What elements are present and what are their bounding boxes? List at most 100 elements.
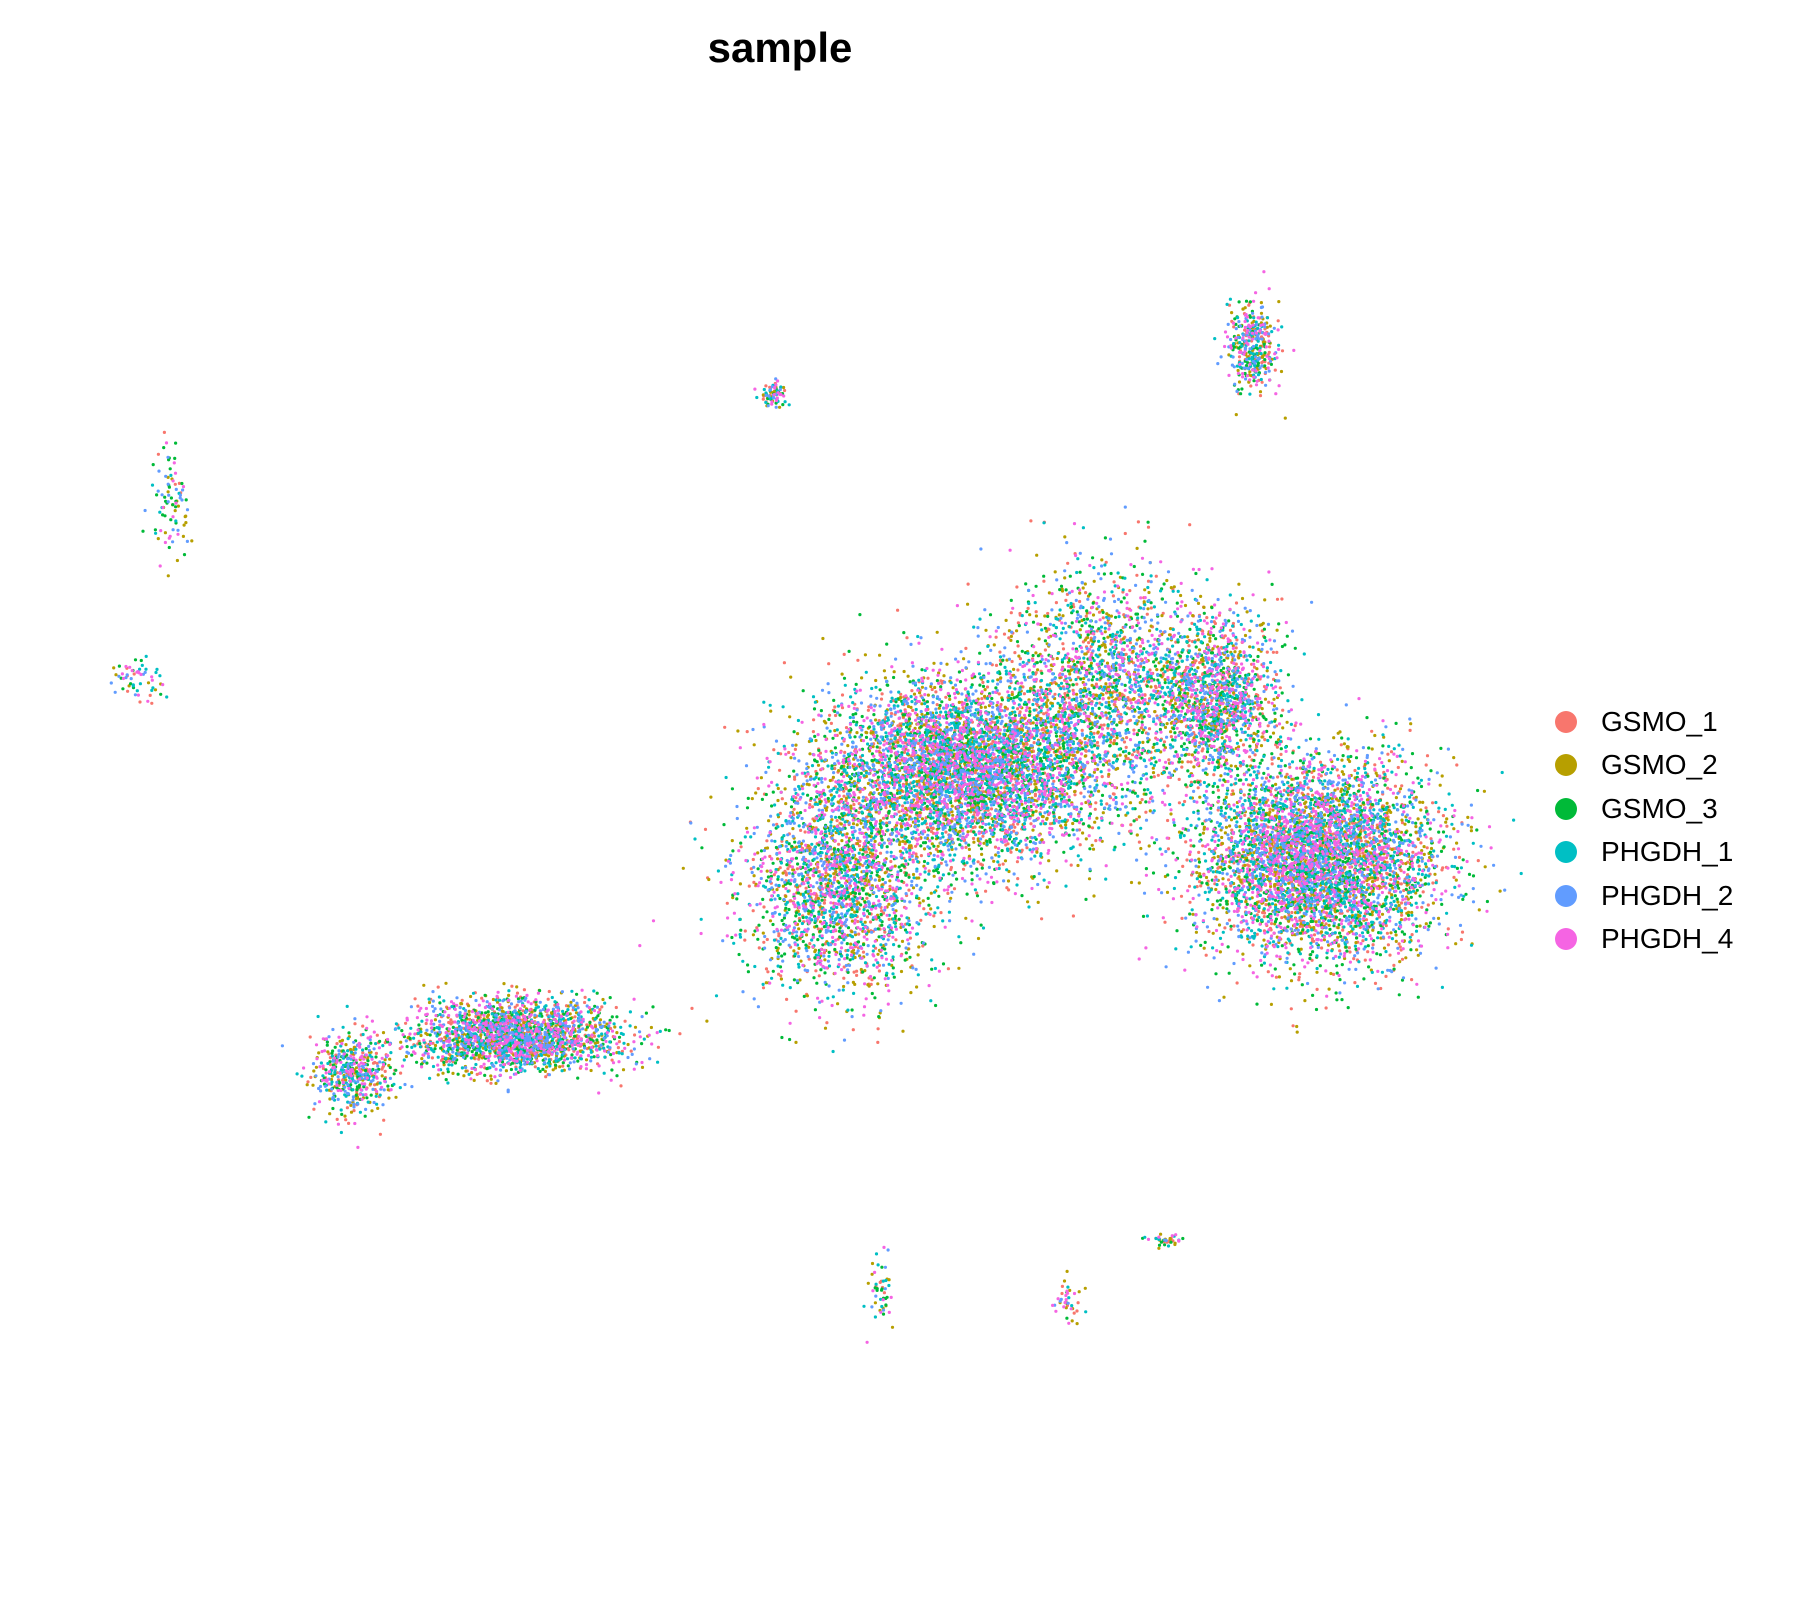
data-point: [1071, 914, 1075, 918]
data-point: [882, 669, 887, 673]
data-point: [1198, 661, 1202, 665]
data-point: [946, 891, 950, 896]
data-point: [1324, 911, 1329, 915]
data-point: [1295, 1024, 1299, 1029]
data-point: [1186, 760, 1190, 764]
data-point: [1179, 593, 1183, 598]
data-point: [833, 705, 837, 709]
data-point: [1078, 843, 1082, 847]
data-point: [1139, 726, 1143, 730]
data-point: [1168, 627, 1173, 631]
data-point: [1290, 910, 1294, 915]
data-point: [1087, 641, 1091, 645]
data-point: [1105, 802, 1109, 806]
data-point: [1016, 621, 1021, 625]
data-point: [1101, 811, 1105, 815]
data-point: [1095, 629, 1099, 633]
data-point: [1255, 913, 1259, 917]
data-point: [1114, 697, 1118, 701]
data-point: [1191, 912, 1195, 916]
data-point: [1271, 650, 1275, 654]
data-point: [510, 984, 514, 988]
data-point: [1128, 801, 1133, 805]
data-point: [1270, 762, 1274, 766]
data-point: [1460, 930, 1465, 934]
data-point: [882, 1291, 887, 1295]
data-point: [1188, 852, 1192, 857]
data-point: [1126, 696, 1130, 700]
data-point: [1403, 822, 1407, 826]
data-point: [1076, 863, 1080, 868]
data-point: [1337, 944, 1341, 948]
data-point: [945, 662, 949, 666]
data-point: [413, 997, 417, 1001]
data-point: [1249, 384, 1253, 388]
data-point: [1287, 881, 1291, 885]
data-point: [1006, 879, 1011, 883]
data-point: [1425, 754, 1430, 758]
data-point: [1139, 713, 1143, 717]
data-point: [1237, 355, 1242, 359]
data-point: [1421, 890, 1425, 894]
data-point: [1398, 960, 1402, 964]
data-point: [1204, 875, 1209, 880]
data-point: [846, 744, 850, 748]
data-point: [926, 676, 930, 680]
data-point: [902, 669, 906, 674]
data-point: [997, 692, 1001, 696]
data-point: [1016, 707, 1020, 711]
data-point: [1109, 614, 1113, 618]
data-point: [1397, 942, 1401, 946]
data-point: [889, 859, 893, 864]
data-point: [1217, 923, 1222, 927]
data-point: [1009, 850, 1013, 854]
data-point: [1398, 945, 1402, 949]
data-point: [1310, 937, 1314, 941]
data-point: [1417, 864, 1421, 868]
data-point: [1096, 730, 1100, 734]
data-point: [1223, 634, 1227, 638]
data-point: [1353, 871, 1357, 875]
data-point: [1238, 878, 1242, 882]
data-point: [533, 1065, 537, 1069]
data-point: [1390, 847, 1394, 852]
data-point: [840, 672, 844, 676]
data-point: [1194, 930, 1198, 934]
data-point: [1068, 753, 1072, 757]
data-point: [1118, 720, 1122, 725]
data-point: [515, 1003, 519, 1007]
data-point: [1034, 651, 1038, 655]
data-point: [1101, 616, 1105, 620]
data-point: [969, 829, 973, 833]
data-point: [1400, 784, 1404, 788]
data-point: [1319, 930, 1324, 934]
data-point: [915, 779, 919, 784]
data-point: [1393, 784, 1397, 788]
data-point: [1262, 938, 1266, 942]
data-point: [1269, 922, 1274, 926]
data-point: [1018, 657, 1023, 661]
data-point: [1311, 793, 1315, 797]
data-point: [1207, 847, 1211, 851]
data-point: [896, 740, 900, 745]
data-point: [1109, 740, 1113, 744]
data-point: [1130, 753, 1135, 757]
data-point: [868, 920, 873, 924]
data-point: [944, 830, 948, 834]
data-point: [942, 674, 946, 678]
data-point: [772, 748, 776, 752]
data-point: [1265, 650, 1269, 654]
data-point: [793, 747, 798, 752]
data-point: [1389, 931, 1393, 935]
data-point: [1058, 676, 1062, 680]
data-point: [1392, 963, 1396, 968]
data-point: [998, 650, 1002, 654]
data-point: [1094, 839, 1098, 843]
data-point: [1340, 758, 1344, 762]
data-point: [1262, 911, 1267, 915]
data-point: [1400, 957, 1405, 961]
data-point: [1013, 825, 1017, 829]
data-point: [780, 839, 784, 843]
data-point: [939, 861, 943, 865]
data-point: [1424, 806, 1428, 810]
